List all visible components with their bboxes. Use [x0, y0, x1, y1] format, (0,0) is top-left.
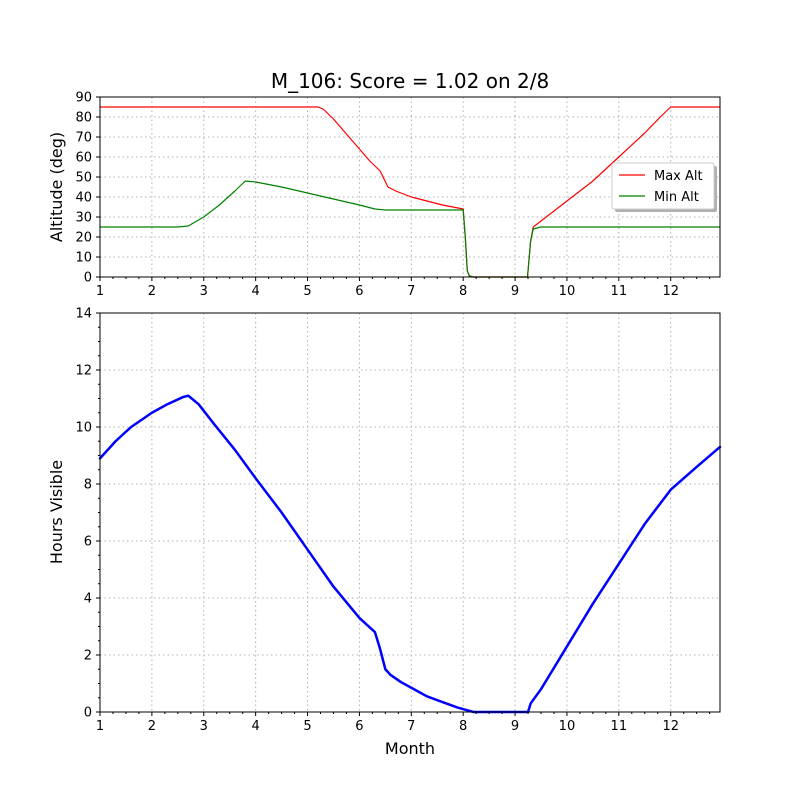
y-tick-label: 12 [75, 364, 92, 379]
y-tick-label: 4 [84, 592, 92, 607]
x-tick-label: 1 [96, 284, 104, 299]
altitude-y-label: Altitude (deg) [47, 132, 66, 242]
x-tick-label: 10 [559, 284, 576, 299]
y-tick-label: 10 [75, 421, 92, 436]
x-tick-label: 3 [200, 284, 208, 299]
x-tick-label: 9 [511, 284, 519, 299]
altitude-grid [99, 96, 720, 278]
x-tick-label: 2 [148, 719, 156, 734]
x-tick-label: 3 [200, 719, 208, 734]
hours-grid [99, 312, 720, 713]
y-tick-label: 70 [75, 131, 92, 146]
x-tick-label: 7 [407, 284, 415, 299]
y-tick-label: 30 [75, 211, 92, 226]
max-alt-line [99, 106, 721, 278]
y-tick-label: 2 [84, 649, 92, 664]
y-tick-label: 80 [75, 111, 92, 126]
y-tick-label: 50 [75, 171, 92, 186]
legend-label-max-alt: Max Alt [654, 169, 703, 184]
x-tick-label: 11 [611, 284, 628, 299]
x-tick-label: 12 [662, 284, 679, 299]
x-tick-label: 6 [355, 719, 363, 734]
hours-visible-line [98, 394, 722, 714]
y-tick-label: 0 [84, 271, 92, 286]
hours-axes-frame [99, 312, 721, 713]
x-tick-label: 4 [252, 719, 260, 734]
x-tick-label: 5 [303, 719, 311, 734]
x-tick-label: 5 [303, 284, 311, 299]
x-tick-label: 6 [355, 284, 363, 299]
y-tick-label: 90 [75, 91, 92, 106]
altitude-axes-frame [99, 96, 721, 278]
chart-title: M_106: Score = 1.02 on 2/8 [271, 69, 549, 93]
altitude-series [99, 106, 721, 278]
y-tick-label: 0 [84, 706, 92, 721]
x-tick-label: 8 [459, 284, 467, 299]
x-tick-label: 8 [459, 719, 467, 734]
y-tick-label: 20 [75, 231, 92, 246]
month-x-label: Month [385, 739, 435, 758]
x-tick-label: 2 [148, 284, 156, 299]
y-tick-label: 60 [75, 151, 92, 166]
x-tick-label: 12 [662, 719, 679, 734]
hours-series [98, 394, 722, 714]
min-alt-line [99, 180, 721, 278]
x-tick-label: 9 [511, 719, 519, 734]
y-tick-label: 40 [75, 191, 92, 206]
y-tick-label: 6 [84, 535, 92, 550]
y-tick-label: 10 [75, 251, 92, 266]
hours-y-label: Hours Visible [47, 460, 66, 564]
legend-label-min-alt: Min Alt [654, 190, 699, 205]
x-tick-label: 11 [611, 719, 628, 734]
y-tick-label: 14 [75, 307, 92, 322]
legend: Max Alt Min Alt [611, 162, 717, 212]
y-tick-label: 8 [84, 478, 92, 493]
x-tick-label: 4 [252, 284, 260, 299]
x-tick-label: 10 [559, 719, 576, 734]
x-tick-label: 7 [407, 719, 415, 734]
x-tick-label: 1 [96, 719, 104, 734]
